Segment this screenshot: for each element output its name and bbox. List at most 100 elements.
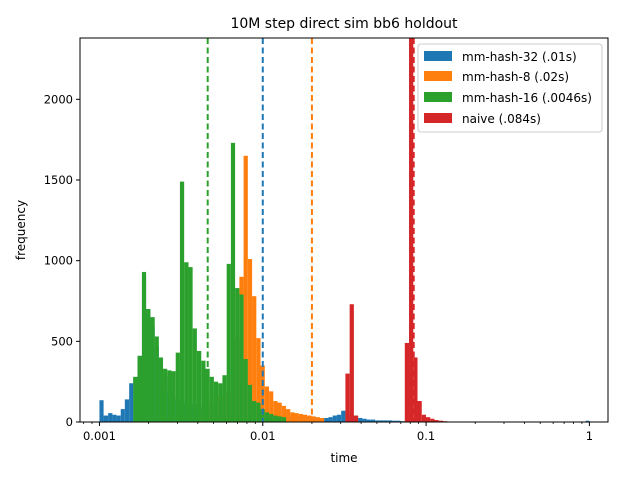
histogram-bar	[319, 417, 325, 422]
histogram-bar	[413, 357, 418, 422]
histogram-bar	[294, 413, 299, 422]
histogram-bar	[209, 376, 214, 422]
legend-swatch-mm-hash-16	[424, 92, 452, 102]
series-2	[133, 142, 287, 422]
legend-swatch-naive	[424, 113, 452, 123]
legend-label-mm-hash-8: mm-hash-8 (.02s)	[462, 70, 569, 84]
histogram-bar	[222, 375, 227, 422]
histogram-bar	[116, 415, 121, 422]
histogram-bar	[256, 402, 261, 422]
histogram-bar	[256, 338, 261, 422]
series-3	[345, 38, 448, 422]
histogram-bar	[247, 384, 253, 422]
histogram-bar	[243, 155, 248, 422]
histogram-bar	[141, 271, 147, 422]
y-tick-label: 0	[66, 415, 73, 429]
histogram-bar	[358, 417, 363, 422]
histogram-bar	[213, 381, 219, 422]
histogram-bar	[252, 296, 257, 422]
histogram-bar	[302, 414, 308, 422]
histogram-bar	[277, 416, 282, 422]
histogram-bar	[158, 357, 164, 422]
histogram-bar	[235, 288, 240, 422]
histogram-bar	[269, 413, 274, 422]
histogram-bar	[290, 412, 295, 422]
histogram-bar	[387, 420, 393, 422]
histogram-bar	[129, 383, 134, 422]
histogram-bar	[273, 401, 278, 422]
histogram-bar	[311, 416, 316, 422]
mean-lines	[206, 38, 415, 422]
histogram-bar	[298, 413, 303, 422]
histogram-bar	[328, 417, 333, 422]
histogram-bar	[226, 263, 231, 422]
legend-swatch-mm-hash-32	[424, 51, 452, 61]
histogram-bar	[362, 418, 367, 422]
histogram-bar	[188, 267, 193, 422]
histogram-bar	[192, 328, 197, 422]
histogram-bar	[112, 414, 117, 422]
histogram-bar	[133, 376, 138, 422]
histogram-bar	[269, 391, 274, 422]
legend: mm-hash-32 (.01s) mm-hash-8 (.02s) mm-ha…	[417, 43, 603, 133]
legend-label-mm-hash-16: mm-hash-16 (.0046s)	[462, 91, 592, 105]
histogram-bar	[260, 409, 265, 422]
histogram-bar	[281, 417, 287, 422]
histogram-bar	[421, 414, 426, 422]
x-tick-label: 0.001	[83, 429, 116, 443]
histogram-bar	[124, 399, 130, 422]
histogram-bar	[392, 420, 397, 422]
histogram-bar	[230, 142, 236, 422]
plot-area	[99, 38, 590, 422]
x-tick-label: 0.1	[417, 429, 435, 443]
histogram-bar	[239, 294, 244, 422]
x-axis-label: time	[330, 451, 357, 465]
y-tick-label: 2000	[44, 92, 73, 106]
histogram-bar	[264, 412, 270, 422]
histogram-bar	[264, 386, 270, 422]
histogram-bar	[370, 419, 376, 422]
histogram-bar	[252, 401, 257, 422]
histogram-bar	[171, 371, 176, 422]
histogram-bar	[383, 420, 388, 422]
legend-label-naive: naive (.084s)	[462, 112, 541, 126]
histogram-bar	[103, 415, 109, 422]
histogram-bar	[108, 413, 113, 422]
legend-swatch-mm-hash-8	[424, 71, 452, 81]
histogram-bar	[425, 417, 431, 422]
x-tick-label: 0.01	[250, 429, 276, 443]
x-axis-ticks: 0.001 0.01 0.1 1	[83, 422, 593, 443]
y-tick-label: 500	[51, 334, 73, 348]
histogram-bar	[336, 414, 342, 422]
histogram-bar	[273, 415, 278, 422]
histogram-bar	[154, 336, 159, 422]
histogram-bar	[430, 418, 435, 422]
y-axis-ticks: 0 500 1000 1500 2000	[44, 92, 80, 429]
y-axis-label: frequency	[14, 200, 28, 260]
histogram-bar	[379, 420, 384, 422]
histogram-bar	[175, 352, 180, 422]
histogram-bar	[396, 420, 401, 422]
histogram-bar	[277, 402, 282, 422]
histogram-bar	[150, 317, 155, 422]
y-tick-label: 1500	[44, 173, 73, 187]
histogram-bar	[341, 410, 346, 422]
x-tick-label: 1	[586, 429, 593, 443]
legend-box	[417, 43, 603, 133]
y-tick-label: 1000	[44, 254, 73, 268]
chart-title: 10M step direct sim bb6 holdout	[230, 16, 458, 32]
histogram-bar	[375, 420, 380, 422]
histogram-bar	[196, 351, 202, 422]
histogram-bar	[366, 419, 371, 422]
histogram-bar	[201, 360, 206, 422]
histogram-bar	[315, 417, 320, 422]
histogram-bar	[404, 342, 410, 422]
histogram-bar	[179, 181, 185, 422]
histogram-bar	[184, 262, 189, 422]
histogram-bar	[243, 359, 248, 422]
histogram-bar	[281, 405, 287, 422]
histogram-bar	[417, 401, 422, 422]
histogram-bar	[286, 409, 291, 422]
histogram-bar	[332, 415, 337, 422]
